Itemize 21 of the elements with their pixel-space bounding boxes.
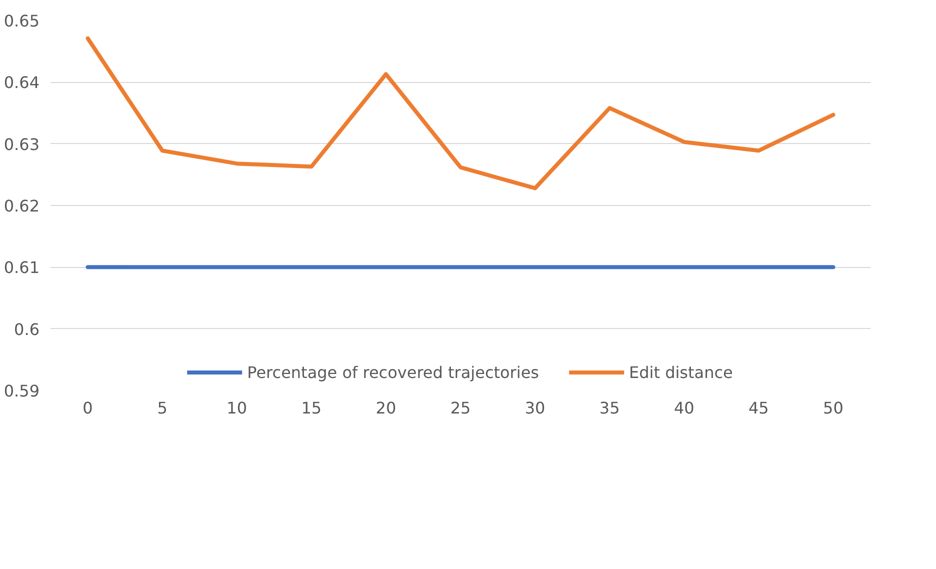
y-tick-label: 0.65 — [4, 12, 40, 30]
y-tick-label: 0.63 — [4, 134, 40, 154]
x-tick-label: 45 — [748, 398, 769, 418]
legend-label: Edit distance — [629, 362, 733, 382]
x-tick-label: 5 — [157, 398, 168, 418]
y-tick-label: 0.62 — [4, 196, 40, 216]
y-tick-label: 0.6 — [14, 320, 40, 339]
x-tick-label: 15 — [301, 398, 322, 418]
x-tick-label: 0 — [82, 398, 93, 418]
y-tick-label: 0.59 — [4, 382, 40, 400]
x-tick-label: 30 — [524, 398, 546, 418]
y-tick-label: 0.64 — [4, 73, 40, 92]
y-tick-label: 0.61 — [4, 258, 40, 278]
x-tick-label: 50 — [823, 398, 844, 418]
x-tick-label: 25 — [450, 398, 471, 418]
x-tick-label: 20 — [376, 398, 396, 418]
x-tick-label: 10 — [226, 398, 248, 418]
x-tick-label: 40 — [674, 398, 694, 418]
line-series — [86, 36, 836, 190]
x-tick-label: 35 — [599, 398, 620, 418]
legend-label: Percentage of recovered trajectories — [247, 362, 540, 382]
